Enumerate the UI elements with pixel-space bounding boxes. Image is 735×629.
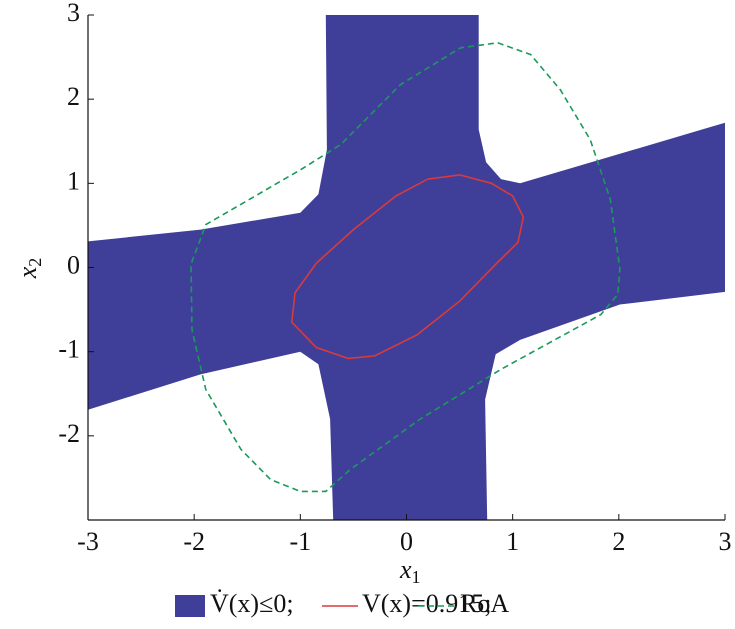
y-tick-label: 3 <box>67 0 80 27</box>
x-label-subscript: 1 <box>412 567 421 587</box>
y-tick-label: 0 <box>67 250 80 279</box>
legend-swatch <box>175 595 205 617</box>
y-tick-label: -2 <box>58 419 80 448</box>
curve <box>290 174 525 360</box>
legend-label: V(x)=0.915; <box>362 589 491 618</box>
x-tick-label: 0 <box>400 527 413 556</box>
x-axis-label: x1 <box>399 555 421 587</box>
legend-label: V̇(x)≤0; <box>210 589 294 618</box>
y-tick-label: -1 <box>58 335 80 364</box>
x-tick-label: -1 <box>289 527 311 556</box>
x-tick-label: 3 <box>719 527 732 556</box>
x-tick-label: -3 <box>77 527 99 556</box>
y-axis-label: x2 <box>13 258 45 280</box>
x-tick-label: 1 <box>506 527 519 556</box>
region <box>88 15 725 520</box>
legend-label: RoA <box>460 589 509 618</box>
x-tick-label: -2 <box>183 527 205 556</box>
y-tick-label: 1 <box>67 166 80 195</box>
legend: V̇(x)≤0; V(x)=0.915;RoA <box>175 589 509 618</box>
x-tick-label: 2 <box>612 527 625 556</box>
curve <box>190 41 621 493</box>
plot-area <box>88 15 725 520</box>
y-label-subscript: 2 <box>25 258 45 267</box>
x-label-text: x <box>399 555 412 584</box>
y-label-text: x <box>13 266 42 279</box>
y-tick-label: 2 <box>67 82 80 111</box>
